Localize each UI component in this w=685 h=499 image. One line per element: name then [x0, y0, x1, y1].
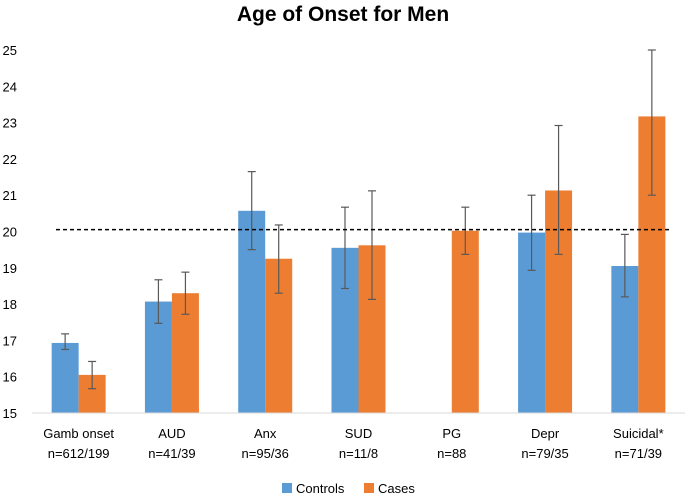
category-n-label: n=95/36	[242, 446, 289, 461]
bar-controls-0	[51, 342, 79, 413]
category-label: PG	[442, 426, 461, 441]
y-tick-label: 19	[3, 261, 17, 276]
category-n-label: n=612/199	[48, 446, 110, 461]
category-label: Gamb onset	[43, 426, 114, 441]
error-bar-controls-1	[154, 279, 163, 324]
y-tick-label: 25	[3, 43, 17, 58]
legend-swatch-controls	[282, 483, 292, 493]
bar-cases-4	[451, 230, 479, 413]
y-axis: 15 16 17 18 19 20 21 22 23 24 25	[3, 43, 17, 421]
category-label: Suicidal*	[613, 426, 664, 441]
category-label: Depr	[531, 426, 560, 441]
legend: Controls Cases	[282, 481, 415, 496]
y-tick-label: 22	[3, 152, 17, 167]
error-bar-controls-6	[620, 233, 629, 298]
legend-label-cases: Cases	[378, 481, 415, 496]
bars	[51, 116, 666, 413]
category-n-label: n=79/35	[521, 446, 568, 461]
error-bar-cases-6	[647, 49, 656, 196]
error-bar-cases-4	[461, 206, 470, 255]
error-bar-cases-2	[274, 224, 283, 294]
category-n-label: n=71/39	[615, 446, 662, 461]
error-bar-cases-1	[181, 271, 190, 315]
error-bar-controls-3	[341, 206, 349, 290]
legend-label-controls: Controls	[296, 481, 345, 496]
category-n-label: n=11/8	[339, 446, 378, 461]
y-tick-label: 24	[3, 79, 17, 94]
error-bar-controls-2	[247, 171, 256, 251]
y-tick-label: 21	[3, 188, 17, 203]
error-bar-cases-3	[368, 190, 376, 300]
y-tick-label: 20	[3, 225, 17, 240]
error-bar-controls-0	[61, 333, 70, 351]
category-label: AUD	[158, 426, 185, 441]
category-label: SUD	[345, 426, 372, 441]
y-tick-label: 16	[3, 370, 17, 385]
x-axis-labels: Gamb onset n=612/199 AUD n=41/39 Anx n=95/36 S…	[43, 426, 663, 461]
error-bar-cases-5	[554, 124, 563, 255]
legend-swatch-cases	[364, 483, 374, 493]
y-tick-label: 18	[3, 297, 17, 312]
category-label: Anx	[254, 426, 277, 441]
category-n-label: n=41/39	[148, 446, 195, 461]
error-bar-controls-5	[527, 194, 536, 271]
y-tick-label: 15	[3, 406, 17, 421]
error-bars	[61, 49, 656, 390]
y-tick-label: 23	[3, 116, 17, 131]
chart-title: Age of Onset for Men	[237, 3, 449, 26]
error-bar-cases-0	[88, 360, 97, 390]
y-tick-label: 17	[3, 333, 17, 348]
category-n-label: n=88	[437, 446, 466, 461]
